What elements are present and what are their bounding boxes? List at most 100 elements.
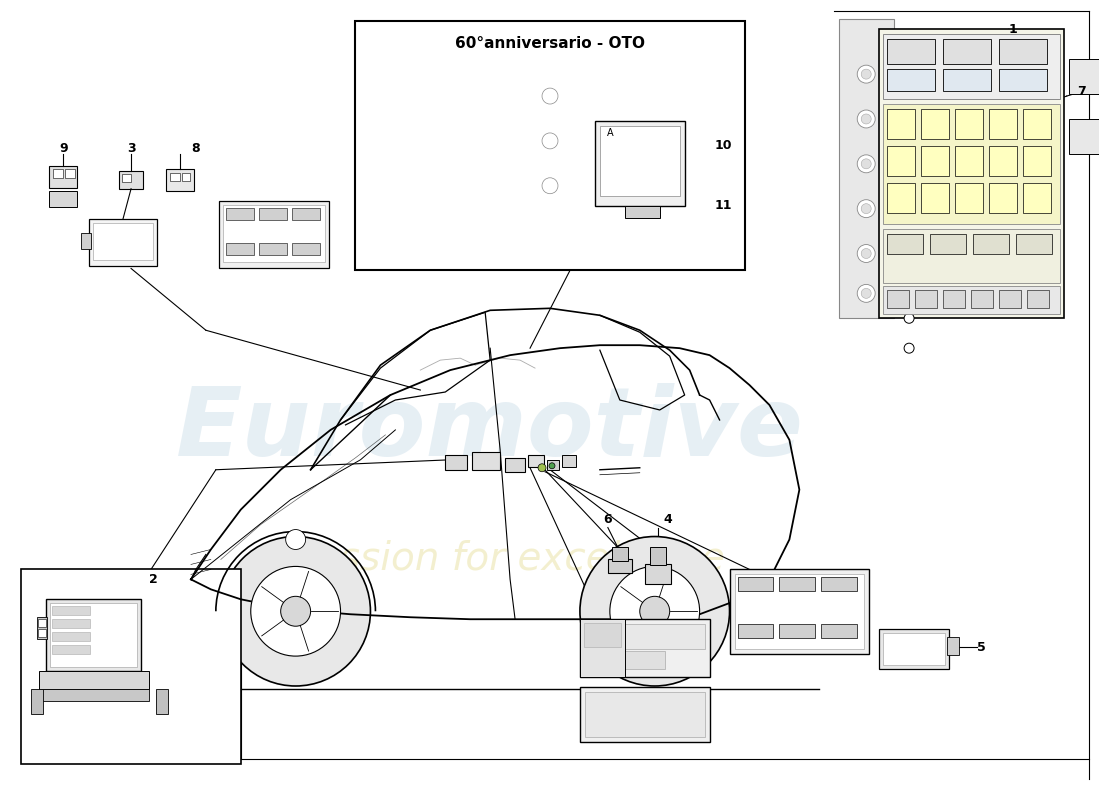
Bar bbox=[729, 570, 869, 654]
Bar bbox=[887, 69, 935, 91]
Bar bbox=[887, 39, 935, 64]
Bar bbox=[943, 39, 991, 64]
Text: 11: 11 bbox=[715, 199, 733, 212]
Bar bbox=[585, 651, 664, 669]
Bar bbox=[883, 34, 1059, 99]
Bar bbox=[921, 109, 949, 139]
Circle shape bbox=[542, 178, 558, 194]
Bar bbox=[947, 637, 959, 655]
Bar bbox=[119, 170, 143, 189]
Bar bbox=[989, 109, 1016, 139]
Circle shape bbox=[857, 65, 876, 83]
Circle shape bbox=[542, 133, 558, 149]
Bar bbox=[1069, 119, 1100, 154]
Bar bbox=[921, 146, 949, 176]
Bar bbox=[219, 201, 329, 269]
Bar bbox=[39, 619, 46, 627]
Bar bbox=[166, 169, 194, 190]
Bar bbox=[39, 630, 46, 637]
Circle shape bbox=[861, 204, 871, 214]
Circle shape bbox=[861, 114, 871, 124]
Bar bbox=[735, 574, 865, 649]
Bar bbox=[883, 104, 1059, 224]
Bar bbox=[53, 632, 90, 641]
Text: 10: 10 bbox=[715, 139, 733, 152]
Bar bbox=[645, 565, 671, 584]
Bar bbox=[972, 234, 1009, 254]
Text: 4: 4 bbox=[663, 513, 672, 526]
Bar bbox=[650, 547, 666, 566]
Bar bbox=[595, 121, 684, 206]
Bar bbox=[921, 182, 949, 213]
Bar bbox=[839, 19, 894, 318]
Bar bbox=[562, 455, 576, 466]
Bar bbox=[355, 22, 745, 270]
Bar bbox=[625, 206, 660, 218]
Bar bbox=[528, 455, 544, 466]
Circle shape bbox=[857, 285, 876, 302]
Circle shape bbox=[280, 596, 310, 626]
Bar bbox=[608, 559, 631, 574]
Bar bbox=[226, 208, 254, 220]
Bar bbox=[943, 290, 965, 308]
Circle shape bbox=[861, 159, 871, 169]
Bar bbox=[510, 46, 590, 246]
Bar bbox=[1015, 234, 1052, 254]
Bar bbox=[879, 30, 1064, 318]
Bar bbox=[585, 624, 705, 649]
Bar bbox=[887, 290, 909, 308]
Bar bbox=[737, 624, 773, 638]
Bar bbox=[780, 624, 815, 638]
Bar bbox=[600, 126, 680, 196]
Bar bbox=[156, 689, 168, 714]
Circle shape bbox=[857, 200, 876, 218]
Bar bbox=[53, 645, 90, 654]
Bar bbox=[612, 547, 628, 562]
Circle shape bbox=[286, 530, 306, 550]
Circle shape bbox=[857, 245, 876, 262]
Circle shape bbox=[640, 596, 670, 626]
Bar bbox=[505, 458, 525, 472]
Text: 7: 7 bbox=[1077, 85, 1086, 98]
Bar bbox=[585, 692, 705, 737]
Bar bbox=[1023, 146, 1050, 176]
Bar bbox=[1023, 109, 1050, 139]
Circle shape bbox=[549, 462, 556, 469]
Bar bbox=[40, 671, 148, 689]
Bar bbox=[955, 182, 983, 213]
Circle shape bbox=[251, 566, 341, 656]
Circle shape bbox=[861, 69, 871, 79]
Bar bbox=[53, 606, 90, 615]
Bar bbox=[999, 39, 1047, 64]
Bar bbox=[887, 146, 915, 176]
Bar bbox=[446, 455, 468, 470]
Circle shape bbox=[904, 343, 914, 353]
Bar bbox=[223, 205, 324, 262]
Bar bbox=[258, 242, 287, 254]
Text: 60°anniversario - OTO: 60°anniversario - OTO bbox=[455, 36, 645, 50]
Bar bbox=[53, 169, 63, 178]
Bar bbox=[37, 618, 47, 639]
Circle shape bbox=[609, 566, 700, 656]
Text: a passion for excellence: a passion for excellence bbox=[255, 541, 725, 578]
Bar bbox=[887, 182, 915, 213]
Bar bbox=[89, 218, 157, 266]
Text: Euromotive: Euromotive bbox=[176, 383, 804, 476]
Bar bbox=[182, 173, 190, 181]
Bar bbox=[955, 109, 983, 139]
Circle shape bbox=[542, 88, 558, 104]
Bar bbox=[50, 190, 77, 206]
Bar bbox=[584, 623, 620, 647]
Bar bbox=[1026, 290, 1048, 308]
Bar bbox=[943, 69, 991, 91]
Bar bbox=[780, 578, 815, 591]
Bar bbox=[737, 578, 773, 591]
Bar bbox=[81, 233, 91, 249]
Bar bbox=[21, 570, 241, 764]
Bar bbox=[292, 208, 320, 220]
Bar bbox=[930, 234, 966, 254]
Bar bbox=[822, 624, 857, 638]
Text: 5: 5 bbox=[977, 641, 986, 654]
Bar bbox=[580, 619, 625, 677]
Bar bbox=[472, 452, 500, 470]
